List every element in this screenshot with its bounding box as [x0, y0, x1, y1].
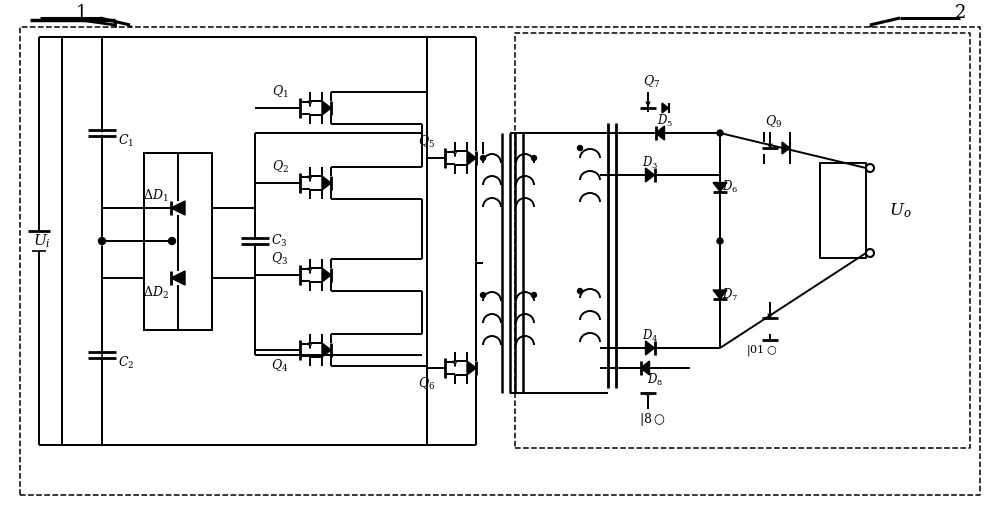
Polygon shape — [322, 268, 331, 282]
Polygon shape — [656, 126, 664, 140]
Polygon shape — [171, 201, 185, 215]
Circle shape — [717, 130, 723, 136]
Text: $Q_9$: $Q_9$ — [765, 114, 783, 130]
Text: $\Delta D_2$: $\Delta D_2$ — [143, 285, 169, 301]
Text: $Q_5$: $Q_5$ — [418, 134, 436, 150]
Polygon shape — [640, 361, 650, 375]
Polygon shape — [782, 142, 790, 154]
Circle shape — [480, 292, 486, 298]
Text: $Q_6$: $Q_6$ — [418, 376, 436, 392]
Text: $C_2$: $C_2$ — [118, 355, 134, 371]
Circle shape — [578, 289, 582, 293]
Circle shape — [480, 155, 486, 161]
Circle shape — [578, 145, 582, 151]
Polygon shape — [662, 103, 668, 113]
Polygon shape — [713, 290, 727, 299]
Polygon shape — [171, 271, 185, 285]
Circle shape — [532, 155, 536, 161]
Text: $Q_4$: $Q_4$ — [271, 358, 289, 374]
Circle shape — [717, 238, 723, 244]
Text: $C_3$: $C_3$ — [271, 233, 287, 249]
Text: $D_5$: $D_5$ — [657, 113, 673, 129]
Text: $Q_2$: $Q_2$ — [272, 159, 288, 175]
Text: $C_1$: $C_1$ — [118, 133, 134, 149]
Polygon shape — [322, 343, 331, 357]
Text: 2: 2 — [954, 4, 966, 22]
Text: $U_i$: $U_i$ — [33, 232, 51, 249]
Text: $D_3$: $D_3$ — [642, 155, 658, 171]
Polygon shape — [467, 151, 476, 165]
Text: $D_4$: $D_4$ — [642, 328, 658, 344]
Text: $|01\bigcirc$: $|01\bigcirc$ — [746, 343, 778, 358]
Text: $Q_7$: $Q_7$ — [643, 74, 661, 90]
Text: $D_8$: $D_8$ — [647, 372, 663, 388]
Text: $D_7$: $D_7$ — [722, 287, 738, 302]
Polygon shape — [467, 361, 476, 375]
Circle shape — [98, 237, 106, 244]
Text: $Q_1$: $Q_1$ — [272, 84, 288, 100]
Text: $\Delta D_1$: $\Delta D_1$ — [143, 188, 169, 204]
Polygon shape — [646, 168, 654, 182]
Text: $|8\bigcirc$: $|8\bigcirc$ — [639, 411, 665, 427]
Polygon shape — [713, 183, 727, 191]
Text: $D_6$: $D_6$ — [722, 179, 738, 195]
Text: 1: 1 — [76, 4, 88, 22]
Text: $Q_3$: $Q_3$ — [271, 251, 289, 267]
Polygon shape — [646, 341, 654, 355]
Circle shape — [168, 237, 176, 244]
Polygon shape — [322, 176, 331, 190]
Polygon shape — [322, 101, 331, 115]
Text: $U_o$: $U_o$ — [889, 201, 911, 220]
Circle shape — [532, 292, 536, 298]
